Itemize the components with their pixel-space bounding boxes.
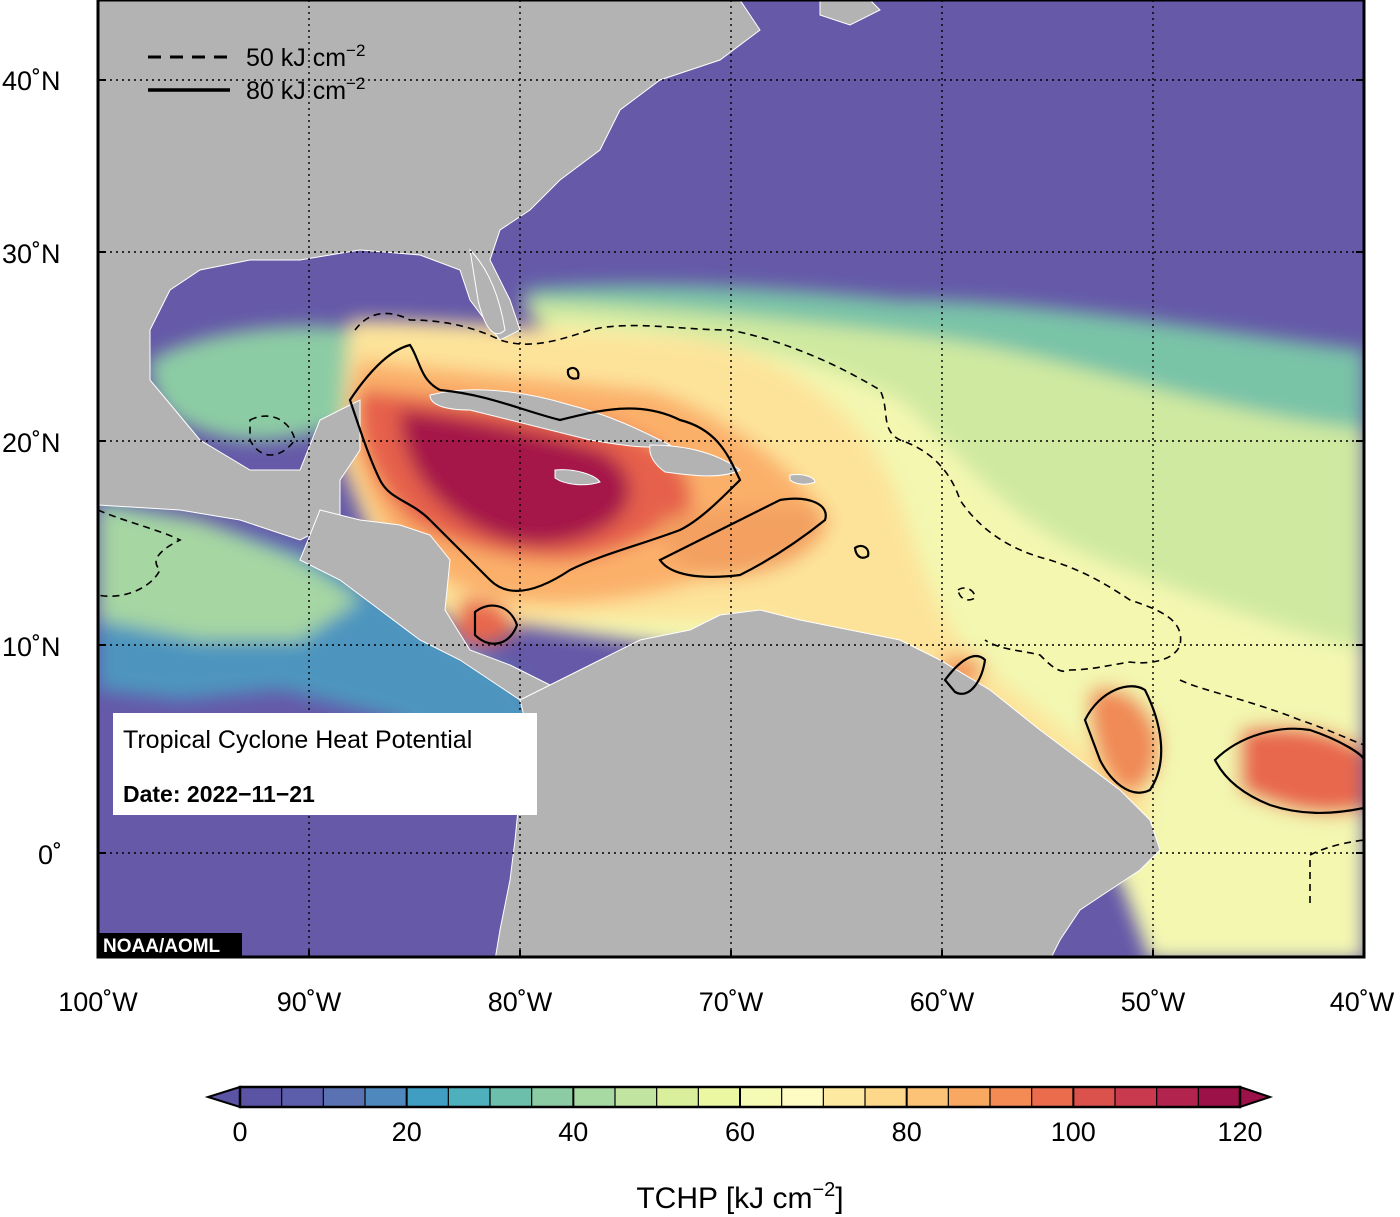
- colorbar-swatch: [1031, 1087, 1074, 1107]
- colorbar-tick-label: 40: [558, 1117, 588, 1147]
- colorbar-title-exponent: −2: [812, 1179, 835, 1201]
- colorbar-swatch: [1073, 1087, 1116, 1107]
- contour-80-small: [853, 544, 870, 559]
- contour-80-caribbean: [348, 343, 742, 592]
- lat-tick-label: 30˚N: [2, 239, 61, 269]
- colorbar-swatch: [948, 1087, 991, 1107]
- colorbar-tick-label: 80: [892, 1117, 922, 1147]
- contour-50-small: [957, 587, 976, 601]
- title-box: Tropical Cyclone Heat Potential Date: 20…: [113, 713, 537, 815]
- contour-50-se: [1309, 839, 1364, 856]
- contour-80-east-caribbean: [658, 497, 827, 578]
- hispaniola-land: [649, 444, 741, 477]
- contour-80-sw-caribbean: [473, 604, 519, 645]
- contour-80-bahamas: [566, 366, 580, 380]
- svg-text:50 kJ cm−2: 50 kJ cm−2: [246, 41, 365, 72]
- contours-50: [98, 312, 1364, 905]
- colorbar-swatch: [531, 1087, 574, 1107]
- colorbar-swatch: [1198, 1087, 1241, 1107]
- colorbar-swatch: [490, 1087, 533, 1107]
- colorbar: 0 20 40 60 80 100 120 TCHP [kJ cm−2]: [204, 1085, 1274, 1215]
- colorbar-max-arrow: [1239, 1085, 1274, 1109]
- legend-dashed-label: 50 kJ cm: [246, 44, 346, 72]
- colorbar-swatch: [1156, 1087, 1199, 1107]
- contour-50-north: [354, 312, 1182, 673]
- credit-bg: [98, 933, 242, 957]
- colorbar-tick-labels: 0 20 40 60 80 100 120: [232, 1117, 1262, 1147]
- map-title: Tropical Cyclone Heat Potential: [123, 726, 472, 754]
- map-date: Date: 2022−11−21: [123, 781, 315, 807]
- colorbar-swatch: [1115, 1087, 1158, 1107]
- colorbar-tick-label: 120: [1217, 1117, 1262, 1147]
- colorbar-tick-label: 0: [232, 1117, 247, 1147]
- lon-labels: 100˚W 90˚W 80˚W 70˚W 60˚W 50˚W 40˚W: [58, 987, 1395, 1017]
- legend-dashed-exponent: −2: [346, 41, 365, 60]
- jamaica-land: [554, 469, 601, 486]
- colorbar-swatch: [698, 1087, 741, 1107]
- lon-tick-label: 90˚W: [277, 987, 342, 1017]
- colorbar-swatch: [906, 1087, 949, 1107]
- contour-50-pacific: [98, 509, 182, 597]
- colorbar-swatch: [365, 1087, 408, 1107]
- colorbar-swatch: [323, 1087, 366, 1107]
- colorbar-swatch: [740, 1087, 783, 1107]
- land-masses: [98, 0, 1161, 957]
- lat-tick-label: 0˚: [38, 840, 62, 870]
- colorbar-swatch: [656, 1087, 699, 1107]
- lat-labels: 40˚N 30˚N 20˚N 10˚N 0˚: [2, 66, 62, 870]
- colorbar-title-close: ]: [835, 1182, 843, 1215]
- colorbar-swatch: [573, 1087, 616, 1107]
- gridlines: [98, 0, 1364, 957]
- north-america-land: [98, 0, 761, 541]
- lon-tick-label: 60˚W: [910, 987, 975, 1017]
- colorbar-swatch: [615, 1087, 658, 1107]
- lon-tick-label: 70˚W: [699, 987, 764, 1017]
- colorbar-swatch: [865, 1087, 908, 1107]
- credit-badge: NOAA/AOML: [98, 933, 242, 957]
- colorbar-ticks: [281, 1087, 1199, 1107]
- lon-tick-label: 40˚W: [1330, 987, 1395, 1017]
- contour-80-guyana: [943, 655, 987, 695]
- colorbar-swatches: [240, 1087, 1241, 1107]
- lon-tick-label: 50˚W: [1121, 987, 1186, 1017]
- colorbar-swatch: [781, 1087, 824, 1107]
- south-america-land: [494, 609, 1161, 957]
- svg-text:80 kJ cm−2: 80 kJ cm−2: [246, 74, 365, 105]
- colorbar-swatch: [281, 1087, 324, 1107]
- colorbar-swatch: [823, 1087, 866, 1107]
- lon-tick-label: 80˚W: [488, 987, 553, 1017]
- colorbar-swatch: [990, 1087, 1033, 1107]
- florida-land: [469, 248, 506, 335]
- legend-solid-label: 80 kJ cm: [246, 77, 346, 105]
- contour-50-gulf: [249, 415, 296, 456]
- legend-solid-exponent: −2: [346, 74, 365, 93]
- title-box-bg: [113, 713, 537, 815]
- colorbar-title-text: TCHP [kJ cm: [636, 1182, 812, 1215]
- contour-legend: 50 kJ cm−2 80 kJ cm−2: [148, 41, 365, 105]
- lat-tick-label: 40˚N: [2, 66, 61, 96]
- colorbar-tick-label: 60: [725, 1117, 755, 1147]
- credit-text: NOAA/AOML: [103, 936, 221, 957]
- tick-marks: [98, 79, 1364, 957]
- newfoundland-land: [819, 0, 881, 26]
- colorbar-tick-label: 20: [392, 1117, 422, 1147]
- contours: [348, 343, 1364, 814]
- lat-tick-label: 20˚N: [2, 428, 61, 458]
- colorbar-min-arrow: [204, 1085, 241, 1109]
- colorbar-swatch: [240, 1087, 283, 1107]
- colorbar-swatch: [448, 1087, 491, 1107]
- contour-80-amazon: [1083, 685, 1163, 794]
- contour-80-atlantic: [1213, 727, 1364, 814]
- lon-tick-label: 100˚W: [58, 987, 138, 1017]
- puerto-rico-land: [789, 474, 816, 485]
- map-panel: 50 kJ cm−2 80 kJ cm−2 Tropical Cyclone H…: [98, 0, 1364, 957]
- colorbar-swatch: [406, 1087, 449, 1107]
- lat-tick-label: 10˚N: [2, 632, 61, 662]
- colorbar-tick-label: 100: [1051, 1117, 1096, 1147]
- colorbar-title: TCHP [kJ cm−2]: [636, 1179, 843, 1215]
